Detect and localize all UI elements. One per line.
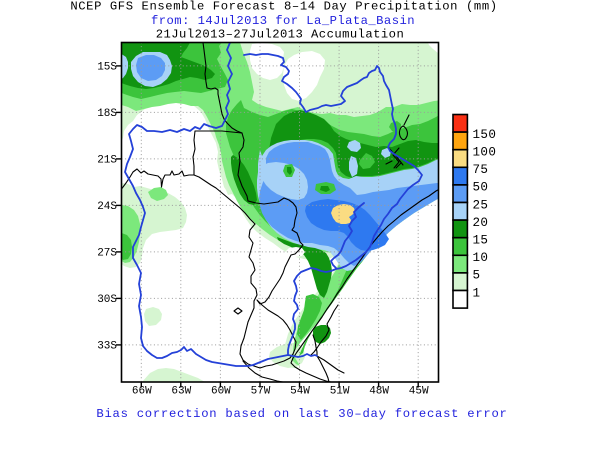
svg-text:18S: 18S <box>97 108 117 120</box>
svg-text:50: 50 <box>473 181 489 195</box>
svg-text:24S: 24S <box>97 201 117 213</box>
svg-text:15S: 15S <box>97 62 117 74</box>
svg-text:75: 75 <box>473 163 489 177</box>
svg-text:66W: 66W <box>132 386 152 398</box>
svg-text:from: 14Jul2013 for La_Plata_: from: 14Jul2013 for La_Plata_Basin <box>151 14 415 28</box>
svg-text:27S: 27S <box>97 248 117 260</box>
svg-text:33S: 33S <box>97 341 117 353</box>
svg-text:1: 1 <box>473 286 481 300</box>
svg-text:51W: 51W <box>330 386 350 398</box>
svg-text:60W: 60W <box>211 386 231 398</box>
svg-text:45W: 45W <box>409 386 429 398</box>
svg-text:10: 10 <box>473 251 489 265</box>
svg-text:57W: 57W <box>251 386 271 398</box>
svg-text:NCEP GFS Ensemble Forecast 8–1: NCEP GFS Ensemble Forecast 8–14 Day Prec… <box>70 0 497 14</box>
svg-text:20: 20 <box>473 216 489 230</box>
svg-text:21Jul2013–27Jul2013 Accumulati: 21Jul2013–27Jul2013 Accumulation <box>156 28 404 42</box>
svg-text:54W: 54W <box>290 386 310 398</box>
svg-text:5: 5 <box>473 269 481 283</box>
svg-text:21S: 21S <box>97 155 117 167</box>
svg-text:63W: 63W <box>171 386 191 398</box>
svg-text:100: 100 <box>473 146 497 160</box>
svg-text:15: 15 <box>473 234 489 248</box>
svg-text:30S: 30S <box>97 294 117 306</box>
svg-text:25: 25 <box>473 198 489 212</box>
svg-text:150: 150 <box>473 128 497 142</box>
svg-text:Bias correction based on last: Bias correction based on last 30–day for… <box>96 407 507 421</box>
svg-text:48W: 48W <box>369 386 389 398</box>
